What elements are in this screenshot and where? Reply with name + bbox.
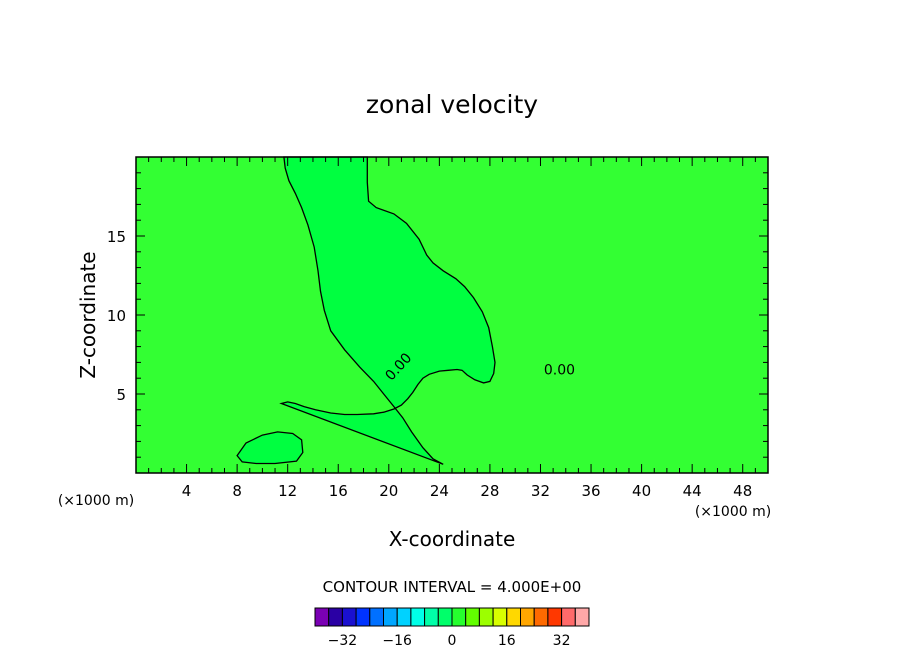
zero-contour-plume — [279, 156, 496, 465]
colorbar-swatch — [437, 607, 453, 627]
colorbar-tick-label: 0 — [448, 633, 457, 649]
colorbar-swatch — [520, 607, 535, 627]
colorbar-tick-label: −32 — [328, 633, 358, 649]
colorbar-tick-label: −16 — [382, 633, 412, 649]
colorbar-swatch — [383, 607, 398, 627]
contour-interval-text: CONTOUR INTERVAL = 4.000E+00 — [323, 578, 582, 596]
colorbar-swatch — [451, 607, 467, 627]
x-tick-label: 12 — [278, 482, 297, 500]
colorbar-swatch — [547, 607, 563, 627]
left-low-blob — [236, 431, 304, 465]
x-unit-right: (×1000 m) — [695, 504, 771, 520]
x-tick-label: 16 — [329, 482, 348, 500]
colorbar-swatch — [369, 607, 384, 627]
colorbar-swatch — [424, 607, 439, 627]
colorbar-swatch — [465, 607, 480, 627]
x-tick-label: 32 — [531, 482, 550, 500]
colorbar-swatch — [355, 607, 371, 627]
colorbar-swatch — [396, 607, 412, 627]
x-tick-label: 40 — [632, 482, 651, 500]
y-tick-label: 15 — [107, 228, 126, 246]
x-axis-label: X-coordinate — [389, 527, 516, 551]
chart-title: zonal velocity — [366, 90, 538, 119]
colorbar-swatch — [492, 607, 508, 627]
x-axis-ticks: 4 8 12 16 20 24 28 32 36 40 44 48 — [148, 157, 756, 500]
contour-label-1: 0.00 — [544, 362, 575, 378]
x-tick-label: 8 — [232, 482, 242, 500]
y-axis-ticks: 5 10 15 — [107, 172, 768, 458]
y-tick-label: 10 — [107, 307, 126, 325]
x-tick-label: 44 — [683, 482, 702, 500]
x-tick-label: 20 — [379, 482, 398, 500]
colorbar-tick-label: 16 — [498, 633, 516, 649]
y-axis-label: Z-coordinate — [76, 251, 100, 378]
colorbar-swatch — [574, 607, 590, 627]
colorbar-swatch — [478, 607, 494, 627]
x-unit-left: (×1000 m) — [58, 493, 134, 509]
colorbar-swatch — [410, 607, 426, 627]
x-tick-label: 28 — [480, 482, 499, 500]
colorbar-swatch — [533, 607, 549, 627]
colorbar-tick-label: 32 — [553, 633, 571, 649]
colorbar-swatch — [561, 607, 576, 627]
colorbar-swatch — [328, 607, 343, 627]
x-tick-label: 4 — [182, 482, 192, 500]
x-tick-label: 36 — [581, 482, 600, 500]
colorbar-swatch — [506, 607, 521, 627]
velocity-field: 0.00 0.00 — [136, 156, 768, 473]
colorbar: −32 −16 0 16 32 — [314, 607, 590, 649]
x-tick-label: 48 — [733, 482, 752, 500]
x-tick-label: 24 — [430, 482, 449, 500]
colorbar-swatch — [314, 607, 330, 627]
y-tick-label: 5 — [116, 386, 126, 404]
colorbar-swatch — [341, 607, 357, 627]
